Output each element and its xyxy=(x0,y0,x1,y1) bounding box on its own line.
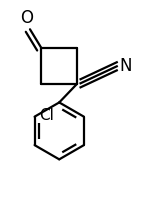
Text: O: O xyxy=(20,9,33,27)
Text: N: N xyxy=(119,57,132,75)
Text: Cl: Cl xyxy=(40,108,54,123)
